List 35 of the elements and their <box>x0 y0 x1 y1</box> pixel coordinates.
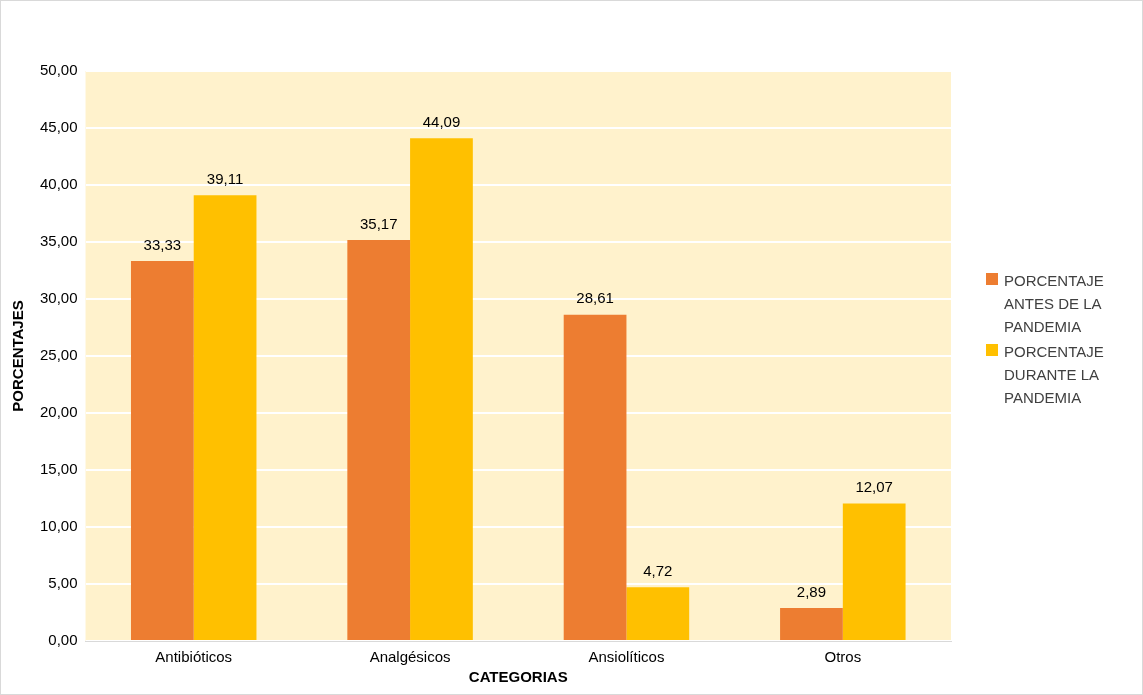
data-label: 33,33 <box>143 235 182 253</box>
y-tick-label: 15,00 <box>39 460 78 478</box>
y-tick-label: 10,00 <box>39 517 78 535</box>
legend-label: PORCENTAJE DURANTE LA PANDEMIA <box>1004 342 1105 408</box>
bar <box>780 608 843 640</box>
x-tick-label: Antibióticos <box>155 648 233 666</box>
x-tick-label: Ansiolíticos <box>588 648 665 666</box>
x-tick-label: Analgésicos <box>369 648 451 666</box>
bar <box>626 587 690 640</box>
y-tick-label: 25,00 <box>39 346 78 364</box>
bar <box>193 195 257 640</box>
y-tick-label: 30,00 <box>39 289 78 307</box>
y-tick-label: 50,00 <box>39 61 78 79</box>
bar <box>347 240 411 640</box>
bar <box>410 138 473 640</box>
y-tick-label: 20,00 <box>39 403 78 421</box>
legend-label: PORCENTAJE ANTES DE LA PANDEMIA <box>1004 271 1105 337</box>
x-axis-title: CATEGORIAS <box>468 668 568 686</box>
y-axis-title: PORCENTAJES <box>9 300 27 412</box>
data-label: 4,72 <box>643 561 673 579</box>
data-label: 2,89 <box>796 582 827 600</box>
y-tick-label: 0,00 <box>48 631 78 649</box>
bar <box>842 503 906 640</box>
bar <box>130 261 194 640</box>
data-label: 39,11 <box>206 169 244 187</box>
data-label: 44,09 <box>422 113 461 131</box>
data-label: 35,17 <box>359 214 398 232</box>
y-tick-label: 35,00 <box>39 232 78 250</box>
data-label: 12,07 <box>855 478 893 496</box>
data-label: 28,61 <box>576 289 614 307</box>
y-tick-label: 45,00 <box>39 118 78 136</box>
bar <box>563 314 627 640</box>
y-tick-label: 5,00 <box>48 574 78 592</box>
x-tick-label: Otros <box>824 648 862 666</box>
y-tick-label: 40,00 <box>39 175 78 193</box>
